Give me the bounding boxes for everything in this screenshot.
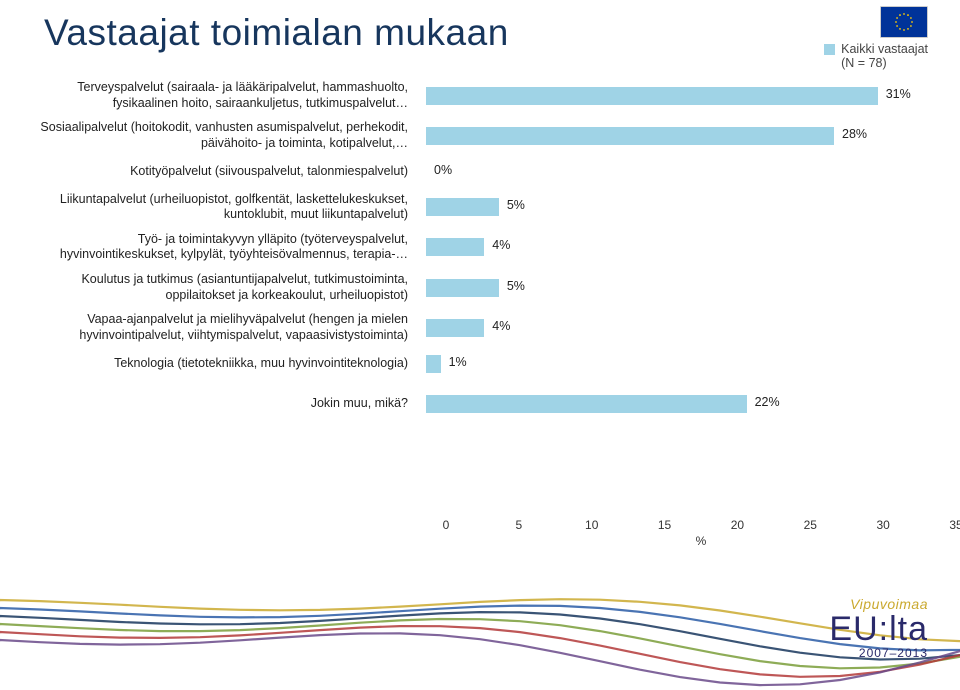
bar-track: 4% — [426, 317, 928, 339]
bar-fill — [426, 87, 878, 105]
bar-label: Kotityöpalvelut (siivouspalvelut, talonm… — [38, 164, 426, 180]
chart-legend: Kaikki vastaajat (N = 78) — [824, 42, 928, 70]
bar-label: Jokin muu, mikä? — [38, 396, 426, 412]
legend-swatch — [824, 44, 835, 55]
bar-value: 22% — [755, 395, 780, 409]
bar-track: 0% — [426, 161, 928, 183]
bar-label: Teknologia (tietotekniikka, muu hyvinvoi… — [38, 356, 426, 372]
footer-years: 2007–2013 — [829, 646, 928, 660]
bar-row: Kotityöpalvelut (siivouspalvelut, talonm… — [38, 161, 928, 183]
x-tick: 5 — [516, 518, 523, 532]
bar-fill — [426, 279, 499, 297]
bar-value: 28% — [842, 127, 867, 141]
x-tick: 30 — [876, 518, 889, 532]
bar-row: Teknologia (tietotekniikka, muu hyvinvoi… — [38, 353, 928, 375]
x-tick: 15 — [658, 518, 671, 532]
bar-track: 28% — [426, 125, 928, 147]
bar-row: Liikuntapalvelut (urheiluopistot, golfke… — [38, 192, 928, 223]
eu-flag-icon — [880, 6, 928, 38]
legend-label: Kaikki vastaajat — [841, 42, 928, 56]
bar-fill — [426, 355, 441, 373]
x-tick: 25 — [804, 518, 817, 532]
bar-fill — [426, 198, 499, 216]
footer-logo: Vipuvoimaa EU:lta 2007–2013 — [829, 596, 928, 660]
bar-value: 5% — [507, 279, 525, 293]
bar-track: 5% — [426, 196, 928, 218]
bar-row: Terveyspalvelut (sairaala- ja lääkäripal… — [38, 80, 928, 111]
bar-label: Koulutus ja tutkimus (asiantuntijapalvel… — [38, 272, 426, 303]
bar-value: 31% — [886, 87, 911, 101]
bar-value: 4% — [492, 238, 510, 252]
bar-row: Sosiaalipalvelut (hoitokodit, vanhusten … — [38, 120, 928, 151]
bar-track: 1% — [426, 353, 928, 375]
bar-track: 4% — [426, 236, 928, 258]
eu-stars-icon — [893, 11, 915, 33]
bar-label: Sosiaalipalvelut (hoitokodit, vanhusten … — [38, 120, 426, 151]
bar-fill — [426, 395, 747, 413]
bar-row: Koulutus ja tutkimus (asiantuntijapalvel… — [38, 272, 928, 303]
legend-n: (N = 78) — [841, 56, 928, 70]
x-tick: 0 — [443, 518, 450, 532]
bar-row: Jokin muu, mikä? 22% — [38, 393, 928, 415]
bar-track: 5% — [426, 277, 928, 299]
x-axis: 05101520253035 % — [446, 518, 956, 548]
page-title: Vastaajat toimialan mukaan — [44, 12, 509, 54]
bar-track: 31% — [426, 85, 928, 107]
footer-big: EU:lta — [829, 612, 928, 646]
bar-row: Työ- ja toimintakyvyn ylläpito (työterve… — [38, 232, 928, 263]
x-tick: 10 — [585, 518, 598, 532]
bar-fill — [426, 127, 834, 145]
x-tick: 20 — [731, 518, 744, 532]
decorative-waves — [0, 540, 960, 690]
x-axis-label: % — [696, 534, 707, 548]
x-tick: 35 — [949, 518, 960, 532]
bar-fill — [426, 319, 484, 337]
bar-label: Terveyspalvelut (sairaala- ja lääkäripal… — [38, 80, 426, 111]
bar-value: 5% — [507, 198, 525, 212]
bar-label: Liikuntapalvelut (urheiluopistot, golfke… — [38, 192, 426, 223]
bar-value: 4% — [492, 319, 510, 333]
bar-value: 1% — [449, 355, 467, 369]
bar-value: 0% — [434, 163, 452, 177]
bar-label: Vapaa-ajanpalvelut ja mielihyväpalvelut … — [38, 312, 426, 343]
bar-chart: Terveyspalvelut (sairaala- ja lääkäripal… — [38, 80, 928, 540]
bar-row: Vapaa-ajanpalvelut ja mielihyväpalvelut … — [38, 312, 928, 343]
bar-fill — [426, 238, 484, 256]
bar-label: Työ- ja toimintakyvyn ylläpito (työterve… — [38, 232, 426, 263]
bar-track: 22% — [426, 393, 928, 415]
